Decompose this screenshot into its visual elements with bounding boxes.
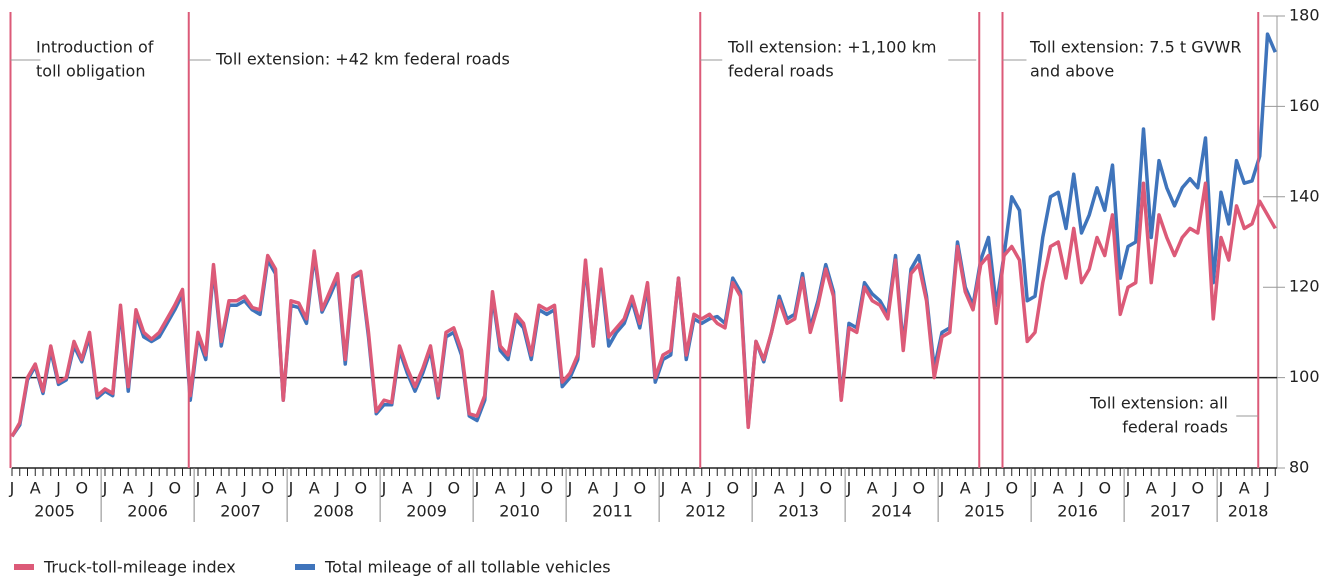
- annotation: Toll extension: +1,100 km: [727, 38, 936, 57]
- x-tick-label: A: [309, 479, 320, 498]
- x-tick-label: J: [1264, 479, 1270, 498]
- x-tick-label: J: [102, 479, 108, 498]
- x-tick-label: J: [613, 479, 619, 498]
- year-label: 2011: [592, 502, 633, 521]
- year-label: 2005: [34, 502, 75, 521]
- x-tick-label: A: [30, 479, 41, 498]
- x-tick-label: A: [1146, 479, 1157, 498]
- x-tick-label: A: [960, 479, 971, 498]
- x-tick-label: O: [1005, 479, 1018, 498]
- annotation: Toll extension: 7.5 t GVWR: [1029, 38, 1241, 57]
- x-tick-label: O: [1191, 479, 1204, 498]
- legend-label: Truck-toll-mileage index: [43, 558, 236, 577]
- x-tick-label: J: [753, 479, 759, 498]
- y-tick-label: 80: [1289, 458, 1309, 477]
- x-tick-label: A: [681, 479, 692, 498]
- x-tick-label: J: [567, 479, 573, 498]
- x-tick-label: J: [939, 479, 945, 498]
- x-tick-label: O: [168, 479, 181, 498]
- year-label: 2012: [685, 502, 726, 521]
- year-label: 2014: [871, 502, 912, 521]
- y-tick-label: 140: [1289, 186, 1320, 205]
- series-line: [10, 32, 1277, 438]
- year-label: 2009: [406, 502, 447, 521]
- y-tick-label: 100: [1289, 367, 1320, 386]
- annotation: federal roads: [728, 62, 834, 81]
- x-tick-label: A: [495, 479, 506, 498]
- year-label: 2016: [1057, 502, 1098, 521]
- x-tick-label: O: [354, 479, 367, 498]
- x-tick-label: J: [520, 479, 526, 498]
- year-label: 2015: [964, 502, 1005, 521]
- year-label: 2006: [127, 502, 168, 521]
- x-tick-label: J: [660, 479, 666, 498]
- x-tick-label: A: [774, 479, 785, 498]
- annotation: and above: [1030, 62, 1114, 81]
- x-tick-label: A: [867, 479, 878, 498]
- x-tick-label: O: [726, 479, 739, 498]
- x-tick-label: J: [148, 479, 154, 498]
- x-tick-label: J: [1171, 479, 1177, 498]
- y-tick-label: 120: [1289, 277, 1320, 296]
- x-tick-label: J: [55, 479, 61, 498]
- x-tick-label: J: [892, 479, 898, 498]
- x-tick-label: O: [1098, 479, 1111, 498]
- x-tick-label: J: [1078, 479, 1084, 498]
- x-tick-label: J: [1032, 479, 1038, 498]
- x-tick-label: J: [195, 479, 201, 498]
- x-tick-label: O: [540, 479, 553, 498]
- legend-swatch: [14, 564, 34, 570]
- annotation: federal roads: [1122, 418, 1228, 437]
- y-tick-label: 160: [1289, 96, 1320, 115]
- annotation: Toll extension: all: [1089, 394, 1228, 413]
- x-tick-label: J: [1125, 479, 1131, 498]
- x-tick-label: J: [706, 479, 712, 498]
- x-tick-label: A: [402, 479, 413, 498]
- x-tick-label: J: [799, 479, 805, 498]
- year-label: 2008: [313, 502, 354, 521]
- year-label: 2010: [499, 502, 540, 521]
- x-tick-label: J: [288, 479, 294, 498]
- x-tick-label: O: [75, 479, 88, 498]
- year-label: 2013: [778, 502, 819, 521]
- y-tick-label: 180: [1289, 6, 1320, 25]
- x-tick-label: A: [1239, 479, 1250, 498]
- year-label: 2017: [1150, 502, 1191, 521]
- x-tick-label: A: [1053, 479, 1064, 498]
- x-tick-label: J: [9, 479, 15, 498]
- annotation: Introduction of: [36, 38, 154, 57]
- x-tick-label: O: [447, 479, 460, 498]
- x-tick-label: O: [912, 479, 925, 498]
- year-label: 2007: [220, 502, 261, 521]
- year-label: 2018: [1228, 502, 1269, 521]
- x-tick-label: J: [427, 479, 433, 498]
- x-tick-label: A: [123, 479, 134, 498]
- x-tick-label: J: [381, 479, 387, 498]
- x-tick-label: J: [985, 479, 991, 498]
- x-tick-label: O: [261, 479, 274, 498]
- x-tick-label: J: [334, 479, 340, 498]
- legend-swatch: [295, 564, 315, 570]
- x-tick-label: J: [474, 479, 480, 498]
- x-tick-label: J: [1218, 479, 1224, 498]
- x-tick-label: A: [216, 479, 227, 498]
- x-tick-label: A: [588, 479, 599, 498]
- x-tick-label: J: [846, 479, 852, 498]
- annotation: Toll extension: +42 km federal roads: [215, 50, 510, 69]
- x-tick-label: O: [819, 479, 832, 498]
- annotation: toll obligation: [36, 62, 145, 81]
- series-line: [10, 181, 1277, 438]
- x-tick-label: O: [633, 479, 646, 498]
- legend-label: Total mileage of all tollable vehicles: [324, 558, 611, 577]
- x-tick-label: J: [241, 479, 247, 498]
